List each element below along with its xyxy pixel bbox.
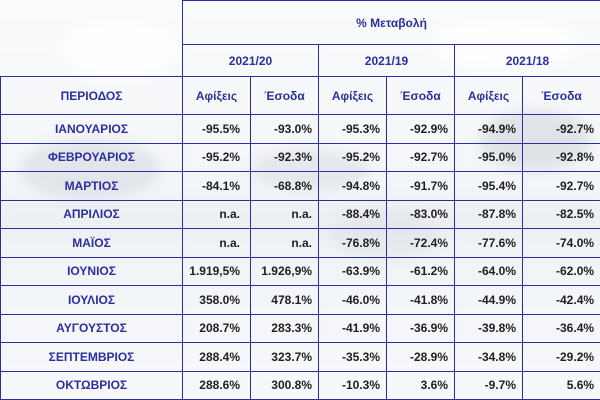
- value-cell: -35.3%: [318, 342, 387, 372]
- value-cell: -62.0%: [521, 256, 600, 286]
- value-cell: 288.6%: [182, 370, 251, 400]
- value-cell: n.a.: [182, 199, 251, 229]
- period-cell: ΜΑΪΟΣ: [0, 228, 183, 258]
- revenue-column-header: Έσοδα: [250, 76, 319, 115]
- value-cell: -42.4%: [521, 285, 600, 315]
- value-cell: -91.7%: [386, 171, 455, 201]
- year-header: 2021/18: [453, 44, 600, 77]
- value-cell: -92.9%: [386, 114, 455, 144]
- value-cell: -83.0%: [386, 199, 455, 229]
- value-cell: 1.926,9%: [250, 256, 319, 286]
- value-cell: 358.0%: [182, 285, 251, 315]
- value-cell: -76.8%: [318, 228, 387, 258]
- value-cell: -93.0%: [250, 114, 319, 144]
- period-cell: ΜΑΡΤΙΟΣ: [0, 171, 183, 201]
- value-cell: -41.9%: [318, 313, 387, 343]
- value-cell: n.a.: [250, 199, 319, 229]
- table-row: ΦΕΒΡΟΥΑΡΙΟΣ -95.2% -92.3% -95.2% -92.7% -95.0…: [0, 142, 600, 172]
- table-row: ΟΚΤΩΒΡΙΟΣ 288.6% 300.8% -10.3% 3.6% -9.7% 5.6%: [0, 370, 600, 400]
- value-cell: -29.2%: [521, 342, 600, 372]
- value-cell: -95.5%: [182, 114, 251, 144]
- value-cell: -95.2%: [182, 142, 251, 172]
- arrivals-column-header: Αφίξεις: [182, 76, 251, 115]
- arrivals-column-header: Αφίξεις: [454, 76, 523, 115]
- value-cell: -92.7%: [386, 142, 455, 172]
- period-cell: ΟΚΤΩΒΡΙΟΣ: [0, 370, 183, 400]
- value-cell: -74.0%: [521, 228, 600, 258]
- table-row: ΙΟΥΛΙΟΣ 358.0% 478.1% -46.0% -41.8% -44.9% -42…: [0, 285, 600, 315]
- value-cell: -92.7%: [521, 114, 600, 144]
- value-cell: n.a.: [250, 228, 319, 258]
- value-cell: n.a.: [182, 228, 251, 258]
- table-row: ΙΟΥΝΙΟΣ 1.919,5% 1.926,9% -63.9% -61.2% -64.0…: [0, 256, 600, 286]
- value-cell: -87.8%: [454, 199, 523, 229]
- value-cell: -46.0%: [318, 285, 387, 315]
- table-row: ΑΥΓΟΥΣΤΟΣ 208.7% 283.3% -41.9% -36.9% -39.8% -…: [0, 313, 600, 343]
- value-cell: 288.4%: [182, 342, 251, 372]
- value-cell: 5.6%: [521, 370, 600, 400]
- value-cell: -41.8%: [386, 285, 455, 315]
- value-cell: -34.8%: [454, 342, 523, 372]
- value-cell: 3.6%: [386, 370, 455, 400]
- revenue-column-header: Έσοδα: [386, 76, 455, 115]
- value-cell: 283.3%: [250, 313, 319, 343]
- value-cell: 1.919,5%: [182, 256, 251, 286]
- year-header: 2021/20: [182, 44, 319, 77]
- value-cell: -92.8%: [521, 142, 600, 172]
- value-cell: -36.4%: [521, 313, 600, 343]
- value-cell: -44.9%: [454, 285, 523, 315]
- arrivals-column-header: Αφίξεις: [318, 76, 387, 115]
- value-cell: -63.9%: [318, 256, 387, 286]
- year-header: 2021/19: [318, 44, 455, 77]
- revenue-column-header: Έσοδα: [521, 76, 600, 115]
- table-title: % Μεταβολή: [181, 0, 600, 45]
- value-cell: -92.7%: [521, 171, 600, 201]
- value-cell: -95.4%: [454, 171, 523, 201]
- value-cell: -94.9%: [454, 114, 523, 144]
- period-cell: ΙΟΥΝΙΟΣ: [0, 256, 183, 286]
- table-row: ΜΑΪΟΣ n.a. n.a. -76.8% -72.4% -77.6% -74.0%: [0, 228, 600, 258]
- value-cell: -84.1%: [182, 171, 251, 201]
- value-cell: -68.8%: [250, 171, 319, 201]
- value-cell: -95.0%: [454, 142, 523, 172]
- period-cell: ΙΑΝΟΥΑΡΙΟΣ: [0, 114, 183, 144]
- table-body: ΙΑΝΟΥΑΡΙΟΣ -95.5% -93.0% -95.3% -92.9% -94.9%…: [0, 114, 600, 400]
- value-cell: -95.3%: [318, 114, 387, 144]
- value-cell: 478.1%: [250, 285, 319, 315]
- value-cell: -28.9%: [386, 342, 455, 372]
- value-cell: 323.7%: [250, 342, 319, 372]
- period-cell: ΣΕΠΤΕΜΒΡΙΟΣ: [0, 342, 183, 372]
- period-cell: ΑΥΓΟΥΣΤΟΣ: [0, 313, 183, 343]
- table-row: ΑΠΡΙΛΙΟΣ n.a. n.a. -88.4% -83.0% -87.8% -82.5%: [0, 199, 600, 229]
- value-cell: -77.6%: [454, 228, 523, 258]
- table-row: ΣΕΠΤΕΜΒΡΙΟΣ 288.4% 323.7% -35.3% -28.9% -34.8…: [0, 342, 600, 372]
- value-cell: -95.2%: [318, 142, 387, 172]
- value-cell: -61.2%: [386, 256, 455, 286]
- value-cell: -94.8%: [318, 171, 387, 201]
- value-cell: -9.7%: [454, 370, 523, 400]
- period-column-header: ΠΕΡΙΟΔΟΣ: [0, 76, 183, 115]
- table-row: ΙΑΝΟΥΑΡΙΟΣ -95.5% -93.0% -95.3% -92.9% -94.9%…: [0, 114, 600, 144]
- value-cell: -92.3%: [250, 142, 319, 172]
- period-cell: ΦΕΒΡΟΥΑΡΙΟΣ: [0, 142, 183, 172]
- period-cell: ΙΟΥΛΙΟΣ: [0, 285, 183, 315]
- value-cell: 300.8%: [250, 370, 319, 400]
- value-cell: -88.4%: [318, 199, 387, 229]
- value-cell: -64.0%: [454, 256, 523, 286]
- period-cell: ΑΠΡΙΛΙΟΣ: [0, 199, 183, 229]
- value-cell: -39.8%: [454, 313, 523, 343]
- value-cell: -10.3%: [318, 370, 387, 400]
- table-row: ΜΑΡΤΙΟΣ -84.1% -68.8% -94.8% -91.7% -95.4% -92…: [0, 171, 600, 201]
- value-cell: 208.7%: [182, 313, 251, 343]
- value-cell: -72.4%: [386, 228, 455, 258]
- value-cell: -82.5%: [521, 199, 600, 229]
- value-cell: -36.9%: [386, 313, 455, 343]
- corner-cell: [0, 0, 183, 77]
